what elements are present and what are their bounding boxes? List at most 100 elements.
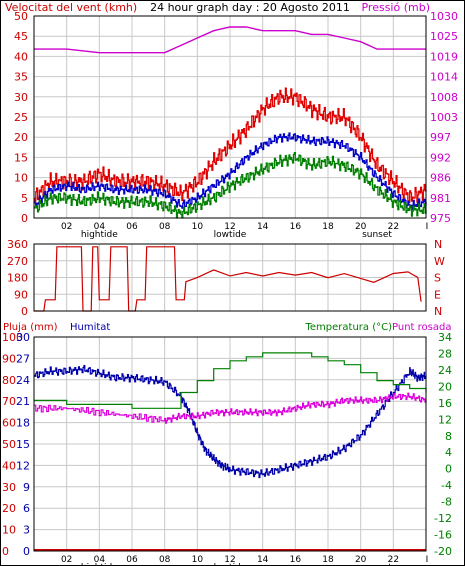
- temp-sunset-label: sunset: [362, 563, 392, 566]
- temp-hour-label-0: 02: [61, 555, 72, 565]
- temperature-tick-label-9: 16: [438, 397, 452, 410]
- series-temperature-line: [34, 352, 427, 409]
- temperature-tick-label-3: -8: [441, 496, 452, 509]
- pressure-tick-label-0: 975: [430, 212, 451, 225]
- humidity-tick-label-4: 12: [16, 459, 30, 472]
- temp-hour-label-7: 16: [290, 555, 302, 565]
- wind-tick-label-0: 0: [21, 212, 28, 225]
- humidity-tick-label-6: 18: [16, 417, 30, 430]
- temperature-tick-label-5: 0: [445, 463, 452, 476]
- rain-tick-label-10: 100: [2, 331, 23, 344]
- wind-hour-label-3: 08: [159, 222, 171, 232]
- humidity-tick-label-3: 9: [23, 481, 30, 494]
- direction-panel-frame: [33, 243, 427, 312]
- wind-hour-label-5: 12: [224, 222, 235, 232]
- temperature-tick-label-0: -20: [434, 545, 452, 558]
- humidity-tick-label-0: 0: [23, 545, 30, 558]
- temp-hour-label-8: 18: [322, 555, 334, 565]
- compass-label-1: W: [434, 255, 445, 268]
- wind-hour-label-4: 10: [192, 222, 204, 232]
- wind-hightide-label: hightide: [81, 230, 118, 240]
- temperature-tick-label-12: 28: [438, 347, 452, 360]
- humidity-tick-label-5: 15: [16, 438, 30, 451]
- humidity-tick-label-9: 27: [16, 352, 30, 365]
- humidity-tick-label-2: 6: [23, 502, 30, 515]
- temp-hour-label-5: 12: [224, 555, 235, 565]
- temperature-panel-frame: [33, 336, 427, 552]
- rain-tick-label-5: 50: [2, 438, 16, 451]
- wind-lowtide-label: lowtide: [214, 230, 247, 240]
- rain-tick-label-8: 80: [2, 374, 16, 387]
- wind-tick-label-6: 30: [14, 91, 28, 104]
- wind-hour-label-6: 14: [257, 222, 269, 232]
- temp-hour-label-10: 22: [388, 555, 399, 565]
- chart-title: 24 hour graph day : 20 Agosto 2011: [150, 1, 350, 14]
- temp-lowtide-label: lowtide: [214, 563, 247, 566]
- wind-hour-label-9: 20: [355, 222, 367, 232]
- temperature-tick-label-2: -12: [434, 512, 452, 525]
- wind-hour-label-10: 22: [388, 222, 399, 232]
- humidity-tick-label-7: 21: [16, 395, 30, 408]
- pressure-tick-label-10: 1030: [430, 10, 458, 23]
- pressure-tick-label-3: 992: [430, 151, 451, 164]
- wind-hour-label-2: 06: [126, 222, 138, 232]
- wind-tick-label-5: 25: [14, 111, 28, 124]
- direction-tick-label-4: 360: [7, 238, 28, 251]
- temperature-tick-label-13: 34: [438, 331, 452, 344]
- temperature-tick-label-6: 4: [445, 446, 452, 459]
- label-layer: Velocitat del vent (kmh) 24 hour graph d…: [2, 1, 458, 566]
- temperature-tick-label-10: 20: [438, 380, 452, 393]
- dewpoint-title: Punt rosada: [392, 322, 451, 333]
- pressure-tick-label-6: 1008: [430, 91, 458, 104]
- wind-end-marker: I: [426, 222, 429, 232]
- direction-tick-label-0: 0: [21, 305, 28, 318]
- wind-hour-label-8: 18: [322, 222, 334, 232]
- temp-hour-label-6: 14: [257, 555, 269, 565]
- wind-hour-label-7: 16: [290, 222, 302, 232]
- temperature-tick-label-7: 8: [445, 430, 452, 443]
- rain-tick-label-6: 60: [2, 417, 16, 430]
- wind-sunset-label: sunset: [362, 230, 392, 240]
- wind-tick-label-2: 10: [14, 172, 28, 185]
- pressure-tick-label-7: 1014: [430, 71, 458, 84]
- compass-label-3: E: [434, 288, 441, 301]
- temp-hour-label-9: 20: [355, 555, 367, 565]
- temp-hour-label-3: 08: [159, 555, 171, 565]
- pressure-tick-label-1: 981: [430, 192, 451, 205]
- compass-label-2: S: [434, 272, 441, 285]
- series-humidity-line: [34, 365, 427, 479]
- wind-tick-label-10: 50: [14, 10, 28, 23]
- wind-hour-label-0: 02: [61, 222, 72, 232]
- temperature-tick-label-11: 24: [438, 364, 452, 377]
- wind-tick-label-7: 35: [14, 71, 28, 84]
- wind-panel-frame: [33, 15, 427, 219]
- wind-title: Velocitat del vent (kmh): [5, 1, 137, 14]
- grid-layer: [34, 16, 426, 551]
- compass-label-0: N: [434, 238, 442, 251]
- temp-hour-label-1: 04: [94, 555, 106, 565]
- rain-title: Pluja (mm): [3, 322, 58, 333]
- wind-tick-label-9: 45: [14, 30, 28, 43]
- temp-hour-label-2: 06: [126, 555, 138, 565]
- pressure-tick-label-5: 1003: [430, 111, 458, 124]
- rain-tick-label-0: 0: [2, 545, 9, 558]
- direction-tick-label-3: 270: [7, 255, 28, 268]
- temperature-tick-label-4: -4: [441, 479, 452, 492]
- series-dewpoint-line: [34, 392, 427, 424]
- wind-tick-label-3: 15: [14, 151, 28, 164]
- humidity-tick-label-1: 3: [23, 524, 30, 537]
- rain-tick-label-1: 10: [2, 524, 16, 537]
- temperature-tick-label-1: -16: [434, 529, 452, 542]
- direction-tick-label-2: 180: [7, 272, 28, 285]
- temp-hour-label-4: 10: [192, 555, 204, 565]
- wind-hour-label-1: 04: [94, 222, 106, 232]
- pressure-tick-label-9: 1025: [430, 30, 458, 43]
- humidity-title: Humitat: [70, 322, 110, 333]
- temp-end-marker: I: [426, 555, 429, 565]
- pressure-tick-label-2: 986: [430, 172, 451, 185]
- rain-tick-label-4: 40: [2, 459, 16, 472]
- pressure-tick-label-4: 997: [430, 131, 451, 144]
- temperature-tick-label-8: 12: [438, 413, 452, 426]
